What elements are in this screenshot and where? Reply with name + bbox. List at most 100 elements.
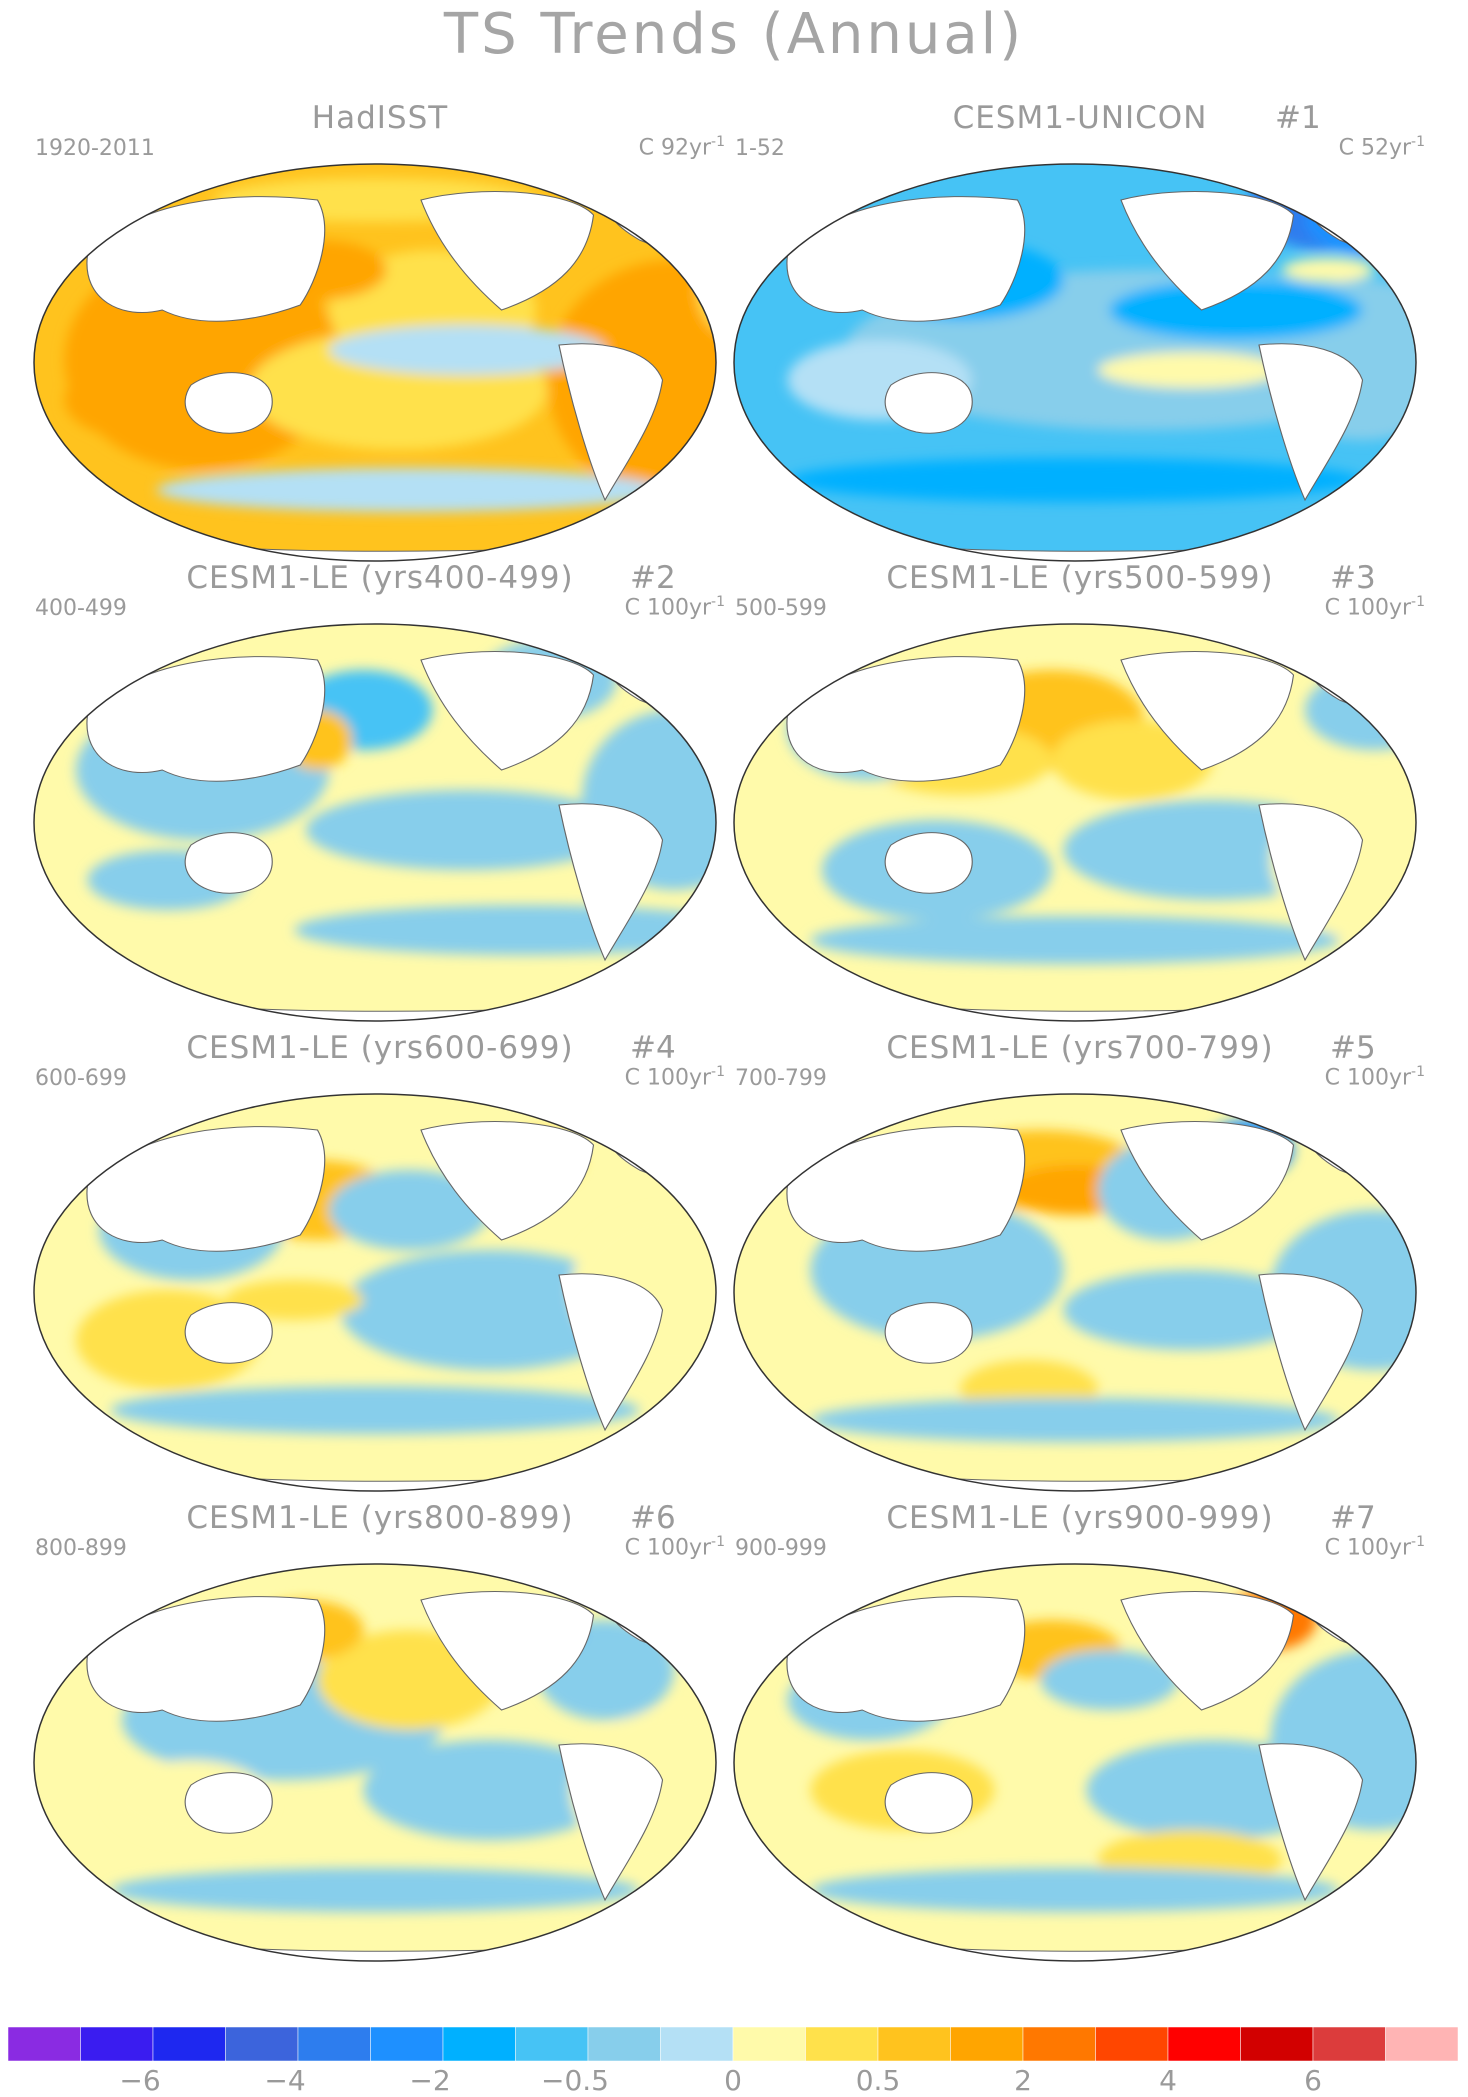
landmass [786,1596,1026,1722]
landmass [1120,651,1295,771]
trend-patch [329,325,605,375]
colorbar-segment [805,2027,879,2061]
landmass [558,803,664,962]
trend-patch [363,1740,617,1840]
landmass [184,372,273,434]
map-border [33,1563,717,1962]
map-plot [33,163,717,562]
landmass [420,651,595,771]
map-plot [733,1093,1417,1492]
colorbar-labels: −6 −4 −2 −0.5 0 0.5 2 4 6 [8,2064,1458,2097]
colorbar-tick-label: −4 [264,2064,306,2097]
colorbar-segment [1095,2027,1169,2061]
trend-patch [787,458,1363,502]
panel-units: C 100yr-1 [1324,1064,1425,1091]
landmass [786,196,1026,322]
trend-patch [1040,1650,1179,1710]
colorbar-tick-label: −2 [409,2064,451,2097]
colorbar-segment [1385,2027,1458,2061]
panel-number: #1 [1275,100,1321,136]
map-panel-7: CESM1-LE (yrs800-899) #6 800-899 C 100yr-1 [30,1500,730,1970]
panel-units: C 100yr-1 [1324,594,1425,621]
landmass [884,1772,973,1834]
panel-units: C 92yr-1 [638,134,725,161]
trend-patch [810,1398,1340,1442]
map-plot [33,1093,717,1492]
landmass [884,1302,973,1364]
panel-years: 500-599 [735,596,827,621]
trend-patch [64,360,226,440]
landmass [1258,803,1364,962]
colorbar-segment [732,2027,806,2061]
landmass [1258,343,1364,502]
colorbar-segment [442,2027,516,2061]
map-panel-6: CESM1-LE (yrs700-799) #5 700-799 C 100yr-1 [730,1030,1430,1500]
panel-title: CESM1-LE (yrs700-799) [886,1030,1274,1066]
colorbar-segment [80,2027,154,2061]
colorbar-segment [1240,2027,1314,2061]
panel-number: #5 [1330,1030,1376,1066]
landmass [1120,191,1295,311]
panel-years: 1920-2011 [35,136,155,161]
landmass [86,1596,326,1722]
trend-patch [110,1868,640,1912]
landmass [420,191,595,311]
map-border [733,1563,1417,1962]
landmass [420,1121,595,1241]
map-panel-5: CESM1-LE (yrs600-699) #4 600-699 C 100yr-1 [30,1030,730,1500]
map-border [33,1093,717,1492]
colorbar-tick-label: 4 [1159,2064,1177,2097]
panel-years: 600-699 [35,1066,127,1091]
trend-patch [810,916,1340,964]
map-border [33,623,717,1022]
landmass [884,832,973,894]
colorbar [8,2027,1458,2061]
panel-years: 700-799 [735,1066,827,1091]
panel-title: HadISST [311,100,449,136]
landmass [558,1273,664,1432]
colorbar-segment [1167,2027,1241,2061]
colorbar-segment [587,2027,661,2061]
panel-number: #7 [1330,1500,1376,1536]
map-plot [733,623,1417,1022]
map-panel-4: CESM1-LE (yrs500-599) #3 500-599 C 100yr-1 [730,560,1430,1030]
colorbar-segment [877,2027,951,2061]
landmass [420,1591,595,1711]
panel-years: 1-52 [735,136,785,161]
colorbar-segment [660,2027,734,2061]
trend-patch [329,1170,490,1250]
colorbar-tick-label: 6 [1304,2064,1322,2097]
map-panel-3: CESM1-LE (yrs400-499) #2 400-499 C 100yr-1 [30,560,730,1030]
map-plot [33,623,717,1022]
landmass [1120,1121,1295,1241]
colorbar-tick-label: 0.5 [855,2064,901,2097]
panel-years: 400-499 [35,596,127,621]
map-panel-2: CESM1-UNICON #1 1-52 C 52yr-1 [730,100,1430,570]
map-border [733,623,1417,1022]
panel-units: C 100yr-1 [624,1064,725,1091]
trend-patch [1063,1270,1317,1350]
colorbar-segment [370,2027,444,2061]
map-border [733,163,1417,562]
trend-patch [306,790,628,870]
colorbar-segment [152,2027,226,2061]
panel-units: C 100yr-1 [624,594,725,621]
landmass [184,1302,273,1364]
panel-title: CESM1-LE (yrs400-499) [186,560,574,596]
colorbar-segment [297,2027,371,2061]
trend-patch [1282,258,1374,282]
panel-title: CESM1-LE (yrs600-699) [186,1030,574,1066]
panel-number: #2 [630,560,676,596]
panel-years: 800-899 [35,1536,127,1561]
trend-patch [110,1386,640,1434]
landmass [86,196,326,322]
panel-years: 900-999 [735,1536,827,1561]
trend-patch [1109,280,1363,340]
colorbar-segment [225,2027,299,2061]
trend-patch [1098,352,1282,388]
trend-patch [156,468,663,512]
colorbar-segment [8,2027,81,2061]
panel-number: #4 [630,1030,676,1066]
panel-number: #3 [1330,560,1376,596]
panel-title: CESM1-LE (yrs500-599) [886,560,1274,596]
